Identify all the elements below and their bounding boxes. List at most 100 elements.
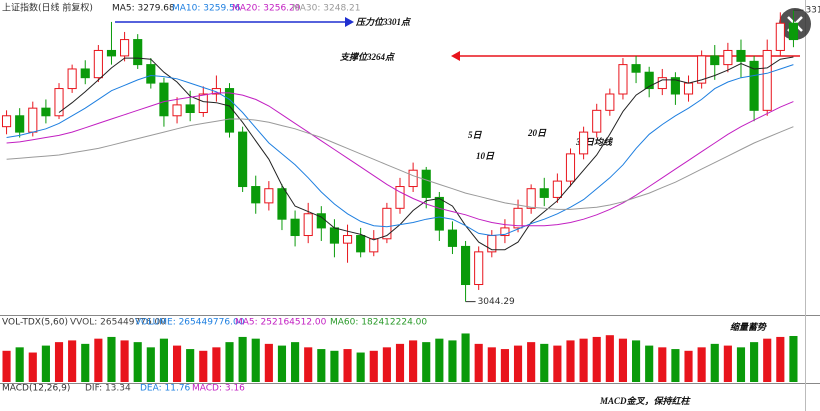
volume-bar <box>304 347 313 382</box>
volume-bar <box>159 338 168 382</box>
volume-bar <box>146 347 155 382</box>
macd-label: MACD(12,26,9) <box>2 384 70 394</box>
candle-body <box>670 77 680 95</box>
volume-bar <box>2 350 11 382</box>
annotation: 10日 <box>476 151 495 161</box>
volume-bar <box>605 335 614 382</box>
candle-body <box>710 55 720 66</box>
volume-bar <box>409 340 418 382</box>
candle-body <box>539 188 549 198</box>
volume-bar <box>317 349 326 382</box>
volume-bar <box>291 342 300 382</box>
volume-bar <box>658 347 667 382</box>
volume-label: VOL-TDX(5,60) <box>2 318 68 328</box>
volume-legend: VOLUME: 265449776.00 <box>135 318 245 328</box>
volume-bar <box>684 350 693 382</box>
candle-body <box>644 71 654 90</box>
volume-bar <box>94 338 103 382</box>
volume-bar <box>356 352 365 382</box>
volume-bar <box>172 345 182 382</box>
annotation: 5日 <box>468 130 483 140</box>
candle-body <box>421 169 431 198</box>
candle-body <box>329 227 339 244</box>
volume-bar <box>776 336 785 382</box>
volume-bar <box>133 342 142 382</box>
annotation: 支撑位3264点 <box>339 52 396 62</box>
ma-legend: MA10: 3259.56 <box>172 4 241 14</box>
volume-bar <box>238 336 247 382</box>
candle-body <box>500 227 510 237</box>
volume-bar <box>461 333 470 382</box>
volume-bar <box>369 350 378 382</box>
volume-bar <box>186 349 195 382</box>
volume-bar <box>277 345 287 382</box>
volume-bar <box>15 347 24 382</box>
volume-bar <box>343 349 352 382</box>
volume-bar <box>579 338 588 382</box>
candle-body <box>775 22 785 51</box>
candle-body <box>697 55 707 84</box>
candle-body <box>736 49 746 62</box>
candle-body <box>159 82 169 117</box>
annotation: 压力位3301点 <box>355 17 412 27</box>
candle-body <box>15 115 25 133</box>
volume-bar <box>330 350 339 382</box>
candle-body <box>461 245 471 286</box>
annotation: 20日 <box>527 128 547 138</box>
volume-bar <box>382 347 391 382</box>
candle-body <box>67 68 77 90</box>
candle-body <box>303 213 313 237</box>
volume-bar <box>723 345 732 382</box>
volume-bar <box>763 338 772 382</box>
arrow-head <box>345 17 354 27</box>
candle-body <box>605 93 615 111</box>
candle-body <box>172 104 182 117</box>
volume-bar <box>41 345 50 382</box>
candle-body <box>185 104 195 114</box>
candle-body <box>106 49 117 57</box>
candle-body <box>579 131 589 155</box>
candle-body <box>408 169 418 188</box>
candle-body <box>342 235 353 244</box>
volume-bar <box>645 345 654 382</box>
volume-bar <box>697 347 706 382</box>
volume-bar <box>225 342 234 382</box>
high-label: 3312 <box>805 6 820 16</box>
volume-bar <box>540 343 549 382</box>
volume-bar <box>671 349 680 382</box>
ma-line <box>58 56 794 251</box>
volume-bar <box>632 340 641 382</box>
volume-legend: MA60: 182412224.00 <box>330 318 427 328</box>
candle-body <box>133 39 143 66</box>
volume-bar <box>395 343 405 382</box>
candle-body <box>382 207 392 240</box>
ma-line <box>6 118 794 210</box>
candle-body <box>749 60 759 111</box>
volume-bar <box>592 336 601 382</box>
candle-body <box>356 235 366 253</box>
candle-body <box>146 64 156 84</box>
candle-body <box>683 82 694 95</box>
volume-bar <box>618 338 628 382</box>
chart-title: 上证指数(日线 前复权) <box>2 2 93 14</box>
ma-line <box>6 92 794 227</box>
candle-body <box>54 88 64 117</box>
volume-bar <box>199 350 208 382</box>
low-label: 3044.29 <box>478 297 515 307</box>
volume-bar <box>710 343 719 382</box>
volume-bar <box>212 347 221 382</box>
volume-bar <box>264 343 273 382</box>
volume-bar <box>435 338 444 382</box>
candle-body <box>631 64 641 73</box>
volume-bar <box>500 349 509 382</box>
volume-bar <box>448 340 457 382</box>
volume-bar <box>68 340 77 382</box>
candle-body <box>277 188 287 220</box>
volume-legend: MA5: 252164512.00 <box>235 318 327 328</box>
candle-body <box>1 115 12 128</box>
candle-body <box>565 153 576 182</box>
volume-bar <box>422 342 431 382</box>
arrow-head <box>451 51 460 61</box>
